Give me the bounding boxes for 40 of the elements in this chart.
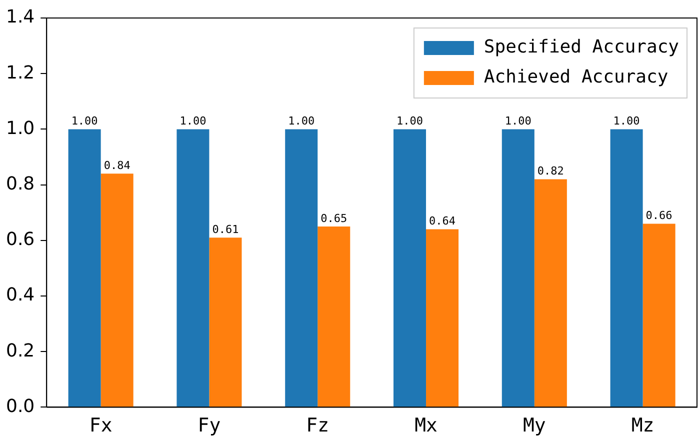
data-label: 0.82	[537, 164, 564, 178]
data-label: 1.00	[396, 114, 423, 128]
x-tick-label: Mz	[631, 414, 654, 437]
x-tick-label: Fy	[198, 414, 221, 437]
bar	[534, 179, 567, 407]
y-tick-label: 1.2	[6, 62, 35, 84]
x-tick-label: Fx	[89, 414, 112, 437]
y-tick-label: 1.0	[6, 118, 35, 139]
bar	[393, 129, 426, 407]
y-tick-label: 0.8	[6, 173, 35, 194]
data-label: 0.61	[212, 222, 239, 236]
data-label: 1.00	[180, 114, 206, 128]
data-label: 1.00	[71, 114, 98, 128]
data-label: 0.84	[104, 159, 131, 172]
bar	[100, 174, 134, 407]
bar	[285, 129, 318, 407]
y-tick-label: 1.4	[6, 6, 35, 28]
y-tick-label: 0.0	[6, 396, 35, 417]
x-tick-label: My	[522, 414, 546, 437]
legend-label: Achieved Accuracy	[484, 66, 668, 88]
bar	[426, 229, 459, 407]
data-label: 0.65	[320, 212, 348, 225]
bar	[209, 238, 242, 407]
data-label: 1.00	[504, 114, 532, 128]
x-tick-label: Mx	[414, 414, 438, 437]
bar	[502, 129, 534, 407]
bar	[318, 226, 350, 407]
data-label: 0.64	[429, 214, 456, 228]
data-label: 1.00	[613, 114, 640, 128]
legend-label: Specified Accuracy	[484, 36, 680, 58]
bar	[642, 224, 676, 407]
y-tick-label: 0.2	[6, 340, 35, 362]
y-tick-label: 0.6	[6, 229, 35, 250]
bar	[176, 129, 210, 407]
data-label: 0.66	[646, 209, 672, 222]
bar	[68, 129, 101, 407]
y-tick-label: 0.4	[6, 284, 35, 306]
x-tick-label: Fz	[306, 414, 330, 437]
bar	[610, 129, 643, 407]
data-label: 1.00	[288, 114, 315, 128]
